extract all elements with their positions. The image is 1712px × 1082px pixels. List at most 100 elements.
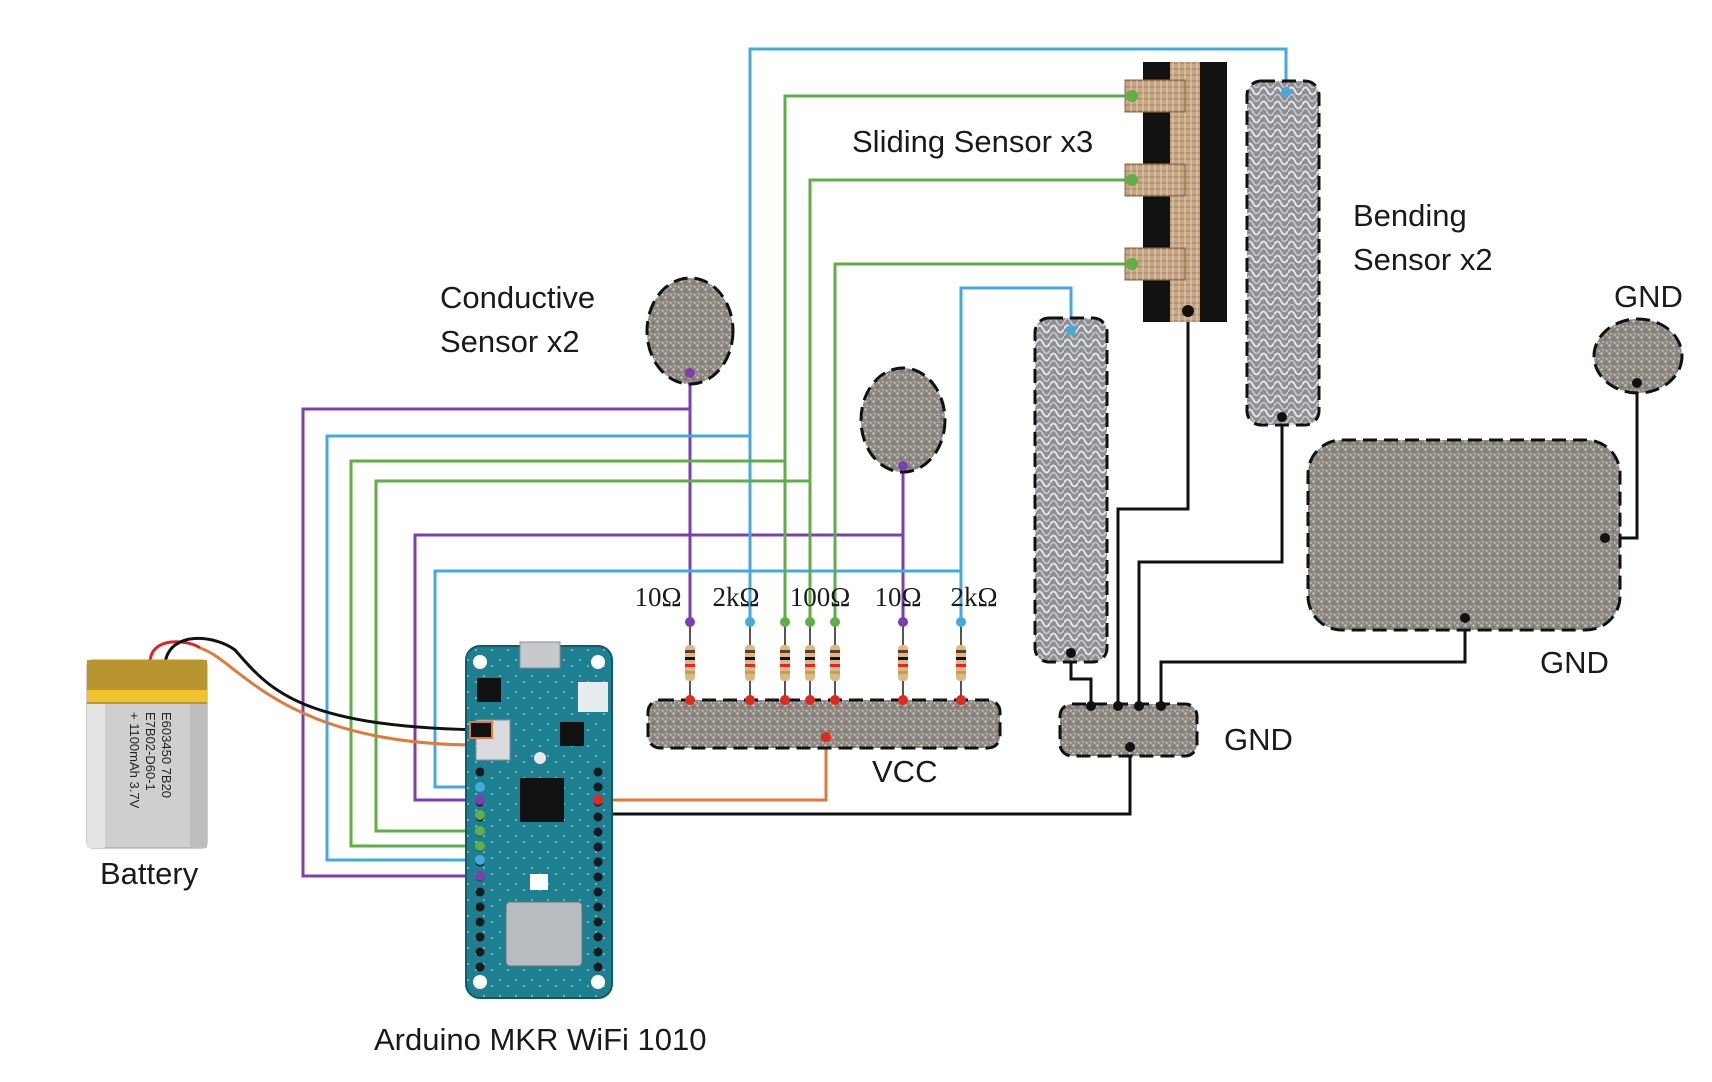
battery-red-wire bbox=[148, 640, 201, 664]
green-wire-sliding-1-to-board bbox=[349, 459, 785, 848]
fabric-pad-icon bbox=[1058, 702, 1199, 758]
pin-dot-purple bbox=[475, 795, 485, 805]
vcc-label: VCC bbox=[872, 754, 937, 789]
arduino-board bbox=[465, 641, 613, 999]
connection-dot bbox=[1632, 378, 1642, 388]
connection-dot bbox=[1066, 648, 1076, 658]
connection-dot bbox=[1066, 325, 1076, 335]
gnd-pad-small-label: GND bbox=[1614, 279, 1683, 314]
battery-label: Battery bbox=[100, 856, 199, 891]
connection-dot bbox=[898, 695, 908, 705]
connection-dot bbox=[1126, 258, 1138, 270]
header-pin bbox=[593, 962, 603, 972]
connection-dot bbox=[821, 732, 831, 742]
green-wire-sliding-1 bbox=[783, 94, 1132, 622]
connection-dot bbox=[805, 695, 815, 705]
connection-dot bbox=[830, 695, 840, 705]
battery-print-line3: + 1100mAh 3.7V bbox=[127, 712, 142, 809]
blue-wire-bending-left bbox=[959, 286, 1073, 622]
knit-strip-icon bbox=[1033, 316, 1109, 664]
gnd-pad-large-label: GND bbox=[1540, 645, 1609, 680]
connection-dot bbox=[898, 617, 908, 627]
bending-sensor-right bbox=[1245, 79, 1321, 427]
fabric-pad-icon bbox=[1306, 438, 1622, 632]
connection-dot bbox=[1281, 87, 1291, 97]
conductive-label-line1: Conductive bbox=[440, 280, 595, 315]
connection-dot bbox=[898, 461, 908, 471]
battery-icon bbox=[86, 659, 208, 849]
header-pin bbox=[593, 782, 603, 792]
header-pin bbox=[593, 767, 603, 777]
header-pin bbox=[593, 932, 603, 942]
connection-dot bbox=[1126, 90, 1138, 102]
pin-dot-blue bbox=[475, 782, 485, 792]
black-wire-sliding-gnd bbox=[1116, 311, 1190, 706]
green-wire-sliding-3 bbox=[833, 262, 1132, 622]
fabric-pad-icon bbox=[859, 366, 947, 474]
header-pin bbox=[593, 887, 603, 897]
blue-wire-bending-right bbox=[748, 47, 1288, 622]
resistor-label: 100Ω bbox=[790, 582, 851, 612]
connection-dot bbox=[685, 368, 695, 378]
header-pin bbox=[475, 932, 485, 942]
header-pin bbox=[593, 917, 603, 927]
connection-dot bbox=[1113, 701, 1123, 711]
connection-dot bbox=[956, 695, 966, 705]
header-pin bbox=[593, 812, 603, 822]
resistor-icon bbox=[830, 617, 840, 705]
connection-dot bbox=[1134, 701, 1144, 711]
green-wire-sliding-2-to-board bbox=[374, 479, 810, 833]
header-pin bbox=[475, 947, 485, 957]
orange-wire-vcc-to-board bbox=[598, 737, 828, 802]
pin-dot-green bbox=[475, 826, 485, 836]
connection-dot bbox=[1086, 701, 1096, 711]
resistor-array: 10Ω 2kΩ 100Ω 10Ω 2kΩ bbox=[634, 582, 998, 705]
resistor-icon bbox=[898, 617, 908, 705]
bending-label-line1: Bending bbox=[1353, 198, 1467, 233]
resistor-icon bbox=[685, 617, 695, 705]
connection-dot bbox=[745, 695, 755, 705]
black-wire-gnd-to-board bbox=[598, 747, 1132, 816]
header-pin bbox=[475, 887, 485, 897]
connection-dot bbox=[1125, 742, 1135, 752]
pin-dot-vcc bbox=[593, 795, 603, 805]
connection-dot bbox=[1126, 174, 1138, 186]
connection-dot bbox=[685, 695, 695, 705]
arduino-board-icon bbox=[465, 641, 613, 999]
header-pin bbox=[475, 917, 485, 927]
resistor-label: 2kΩ bbox=[712, 582, 759, 612]
battery-orange-wire bbox=[199, 646, 491, 747]
pin-dot-purple bbox=[475, 871, 485, 881]
bending-sensor-left bbox=[1033, 316, 1109, 664]
connection-dot bbox=[745, 617, 755, 627]
resistor-label: 10Ω bbox=[874, 582, 921, 612]
battery-print-line2: E7B02-D60-1 bbox=[143, 712, 158, 791]
board-label: Arduino MKR WiFi 1010 bbox=[374, 1022, 707, 1057]
purple-wire-conductive-2 bbox=[413, 466, 905, 802]
blue-wire-bending-right-to-board bbox=[325, 434, 750, 862]
connection-dot bbox=[1156, 701, 1166, 711]
battery: E603450 7B20 E7B02-D60-1 + 1100mAh 3.7V bbox=[86, 659, 208, 849]
battery-print-line1: E603450 7B20 bbox=[159, 712, 174, 798]
fabric-pad-icon bbox=[646, 698, 1002, 750]
connection-dot bbox=[780, 695, 790, 705]
vcc-bus bbox=[646, 698, 1002, 750]
fabric-pad-icon bbox=[1592, 317, 1684, 395]
pin-dot-green bbox=[475, 841, 485, 851]
header-pin bbox=[593, 872, 603, 882]
gnd-bus-label: GND bbox=[1224, 722, 1293, 757]
connection-dot bbox=[1182, 305, 1194, 317]
black-wire-bending-left-gnd bbox=[1069, 653, 1093, 706]
gnd-pad-small bbox=[1592, 317, 1684, 395]
resistor-icon bbox=[805, 617, 815, 705]
header-pin bbox=[593, 842, 603, 852]
conductive-sensor-1 bbox=[645, 276, 735, 386]
pin-dot-green bbox=[475, 810, 485, 820]
connection-dot bbox=[805, 617, 815, 627]
resistor-label: 2kΩ bbox=[950, 582, 997, 612]
pin-dot-blue bbox=[475, 855, 485, 865]
gnd-pad-large bbox=[1306, 438, 1622, 632]
connection-dot bbox=[1277, 412, 1287, 422]
black-wire-bending-right-gnd bbox=[1137, 417, 1284, 706]
header-pin bbox=[475, 767, 485, 777]
